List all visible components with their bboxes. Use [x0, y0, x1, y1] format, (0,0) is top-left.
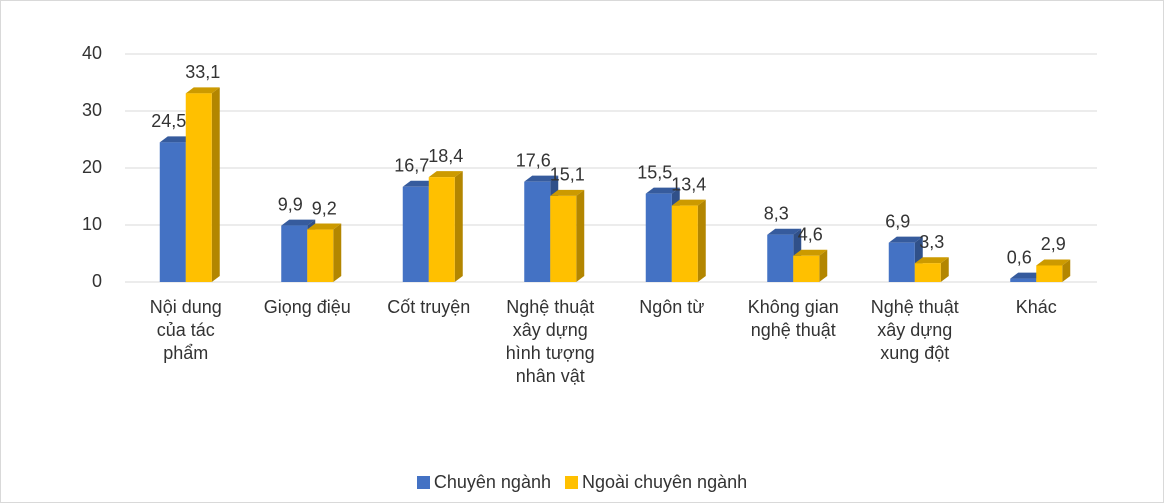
data-label: 2,9	[1041, 234, 1066, 254]
bar-top	[671, 199, 706, 206]
bar-side	[576, 189, 585, 282]
bar-top	[428, 171, 463, 178]
bar-top	[914, 257, 949, 264]
y-tick-label: 40	[82, 43, 102, 63]
data-label: 8,3	[764, 203, 789, 223]
bar	[428, 177, 455, 282]
bar-top	[888, 236, 923, 243]
x-tick-label: Khác	[1015, 297, 1057, 317]
bar	[1036, 265, 1063, 282]
data-label: 4,6	[798, 225, 823, 245]
data-label: 16,7	[394, 156, 429, 176]
bar-top	[185, 87, 220, 94]
bar	[402, 186, 429, 282]
data-label: 17,6	[516, 150, 551, 170]
bar	[914, 263, 941, 282]
bar	[671, 205, 698, 282]
legend-item: Ngoài chuyên ngành	[564, 472, 748, 493]
data-label: 15,1	[550, 165, 585, 185]
x-tick-label: Không gian nghệ thuật	[747, 297, 839, 340]
bar-top	[402, 180, 437, 187]
bar	[524, 181, 551, 282]
bar-side	[211, 87, 220, 282]
bar	[307, 229, 334, 282]
legend-swatch	[564, 476, 578, 489]
data-label: 18,4	[428, 146, 463, 166]
legend-label: Ngoài chuyên ngành	[581, 472, 748, 492]
bar-side	[940, 257, 949, 282]
bar-top	[793, 249, 828, 256]
y-tick-label: 20	[82, 157, 102, 177]
bar	[550, 195, 577, 282]
data-label: 6,9	[885, 211, 910, 231]
x-tick-label: Nội dung của tác phẩm	[149, 297, 222, 363]
bar	[645, 193, 672, 282]
x-tick-label: Nghệ thuật xây dựng xung đột	[870, 297, 959, 363]
y-tick-label: 10	[82, 214, 102, 234]
legend-label: Chuyên ngành	[433, 472, 551, 492]
bar	[281, 225, 308, 282]
bar-top	[645, 187, 680, 194]
data-label: 24,5	[151, 111, 186, 131]
bar-top	[524, 175, 559, 182]
x-tick-label: Giọng điệu	[263, 297, 351, 317]
bar	[185, 93, 212, 282]
bar	[767, 234, 794, 282]
bar-top	[1036, 259, 1071, 266]
bar-top	[307, 223, 342, 230]
data-label: 13,4	[671, 174, 706, 194]
bar	[793, 255, 820, 282]
data-label: 0,6	[1007, 247, 1032, 267]
bar-top	[767, 228, 802, 235]
bar-side	[454, 171, 463, 282]
bar-top	[281, 219, 316, 226]
bar-top	[159, 136, 194, 143]
data-label: 33,1	[185, 62, 220, 82]
y-tick-label: 30	[82, 100, 102, 120]
bar-top	[550, 189, 585, 196]
bar	[1010, 278, 1037, 282]
y-tick-label: 0	[92, 271, 102, 291]
bar	[888, 242, 915, 282]
bar-side	[1062, 259, 1071, 282]
data-label: 15,5	[637, 162, 672, 182]
legend-item: Chuyên ngành	[416, 472, 551, 493]
bar	[159, 142, 186, 282]
legend-swatch	[416, 476, 430, 489]
bar-side	[697, 199, 706, 282]
data-label: 9,2	[312, 198, 337, 218]
x-tick-label: Cốt truyện	[387, 297, 471, 317]
legend: Chuyên ngành Ngoài chuyên ngành	[0, 472, 1164, 493]
x-tick-label: Ngôn từ	[639, 297, 705, 317]
data-label: 3,3	[919, 232, 944, 252]
bar-side	[819, 249, 828, 282]
bar-top	[1010, 272, 1045, 279]
data-label: 9,9	[278, 194, 303, 214]
x-tick-label: Nghệ thuật xây dựng hình tượng nhân vật	[505, 297, 595, 386]
bar-side	[333, 223, 342, 282]
